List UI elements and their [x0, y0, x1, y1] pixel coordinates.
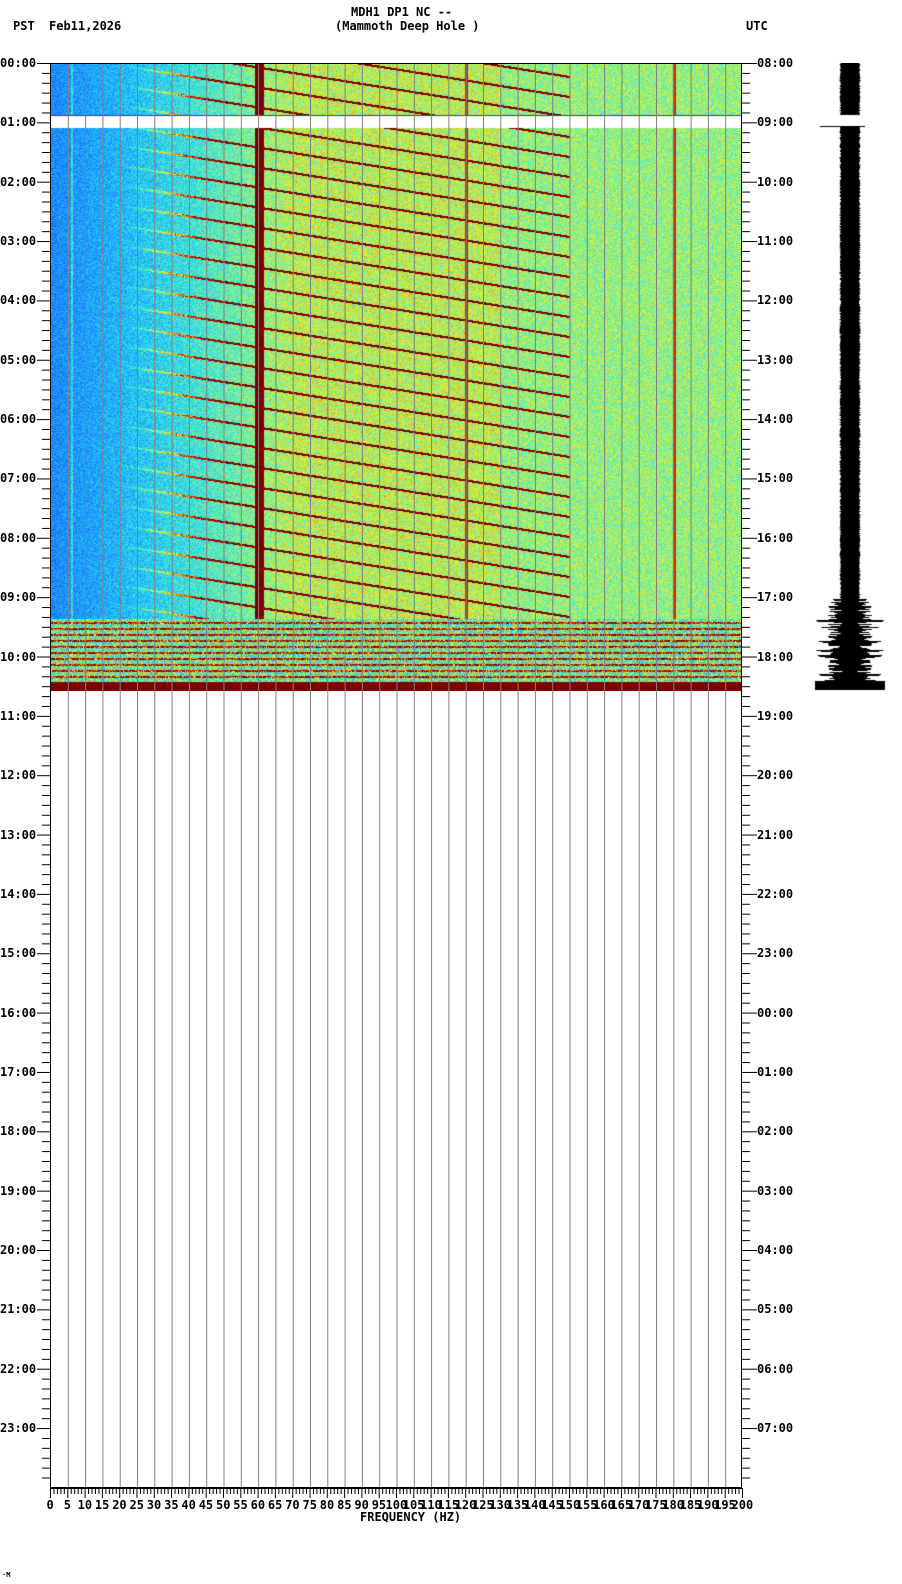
- frequency-tick-label: 170: [627, 1498, 650, 1512]
- utc-hour-label: 01:00: [757, 1064, 794, 1079]
- frequency-tick-label: 160: [593, 1498, 615, 1512]
- pst-hour-label: 22:00: [0, 1361, 37, 1376]
- frequency-tick-label: 100: [385, 1498, 408, 1512]
- frequency-tick-label: 200: [731, 1498, 754, 1512]
- frequency-tick-label: 115: [437, 1498, 460, 1512]
- frequency-tick-label: 40: [181, 1498, 196, 1512]
- frequency-tick-label: 20: [112, 1498, 127, 1512]
- frequency-tick-label: 80: [319, 1498, 335, 1512]
- pst-hour-label: 11:00: [0, 708, 37, 723]
- utc-hour-label: 22:00: [757, 886, 794, 901]
- pst-hour-label: 19:00: [0, 1183, 37, 1198]
- utc-hour-label: 23:00: [757, 946, 794, 961]
- utc-hour-label: 05:00: [757, 1302, 794, 1317]
- frequency-tick-label: 125: [472, 1498, 494, 1512]
- frequency-tick-label: 155: [575, 1498, 598, 1512]
- frequency-tick-label: 145: [541, 1498, 563, 1512]
- utc-hour-label: 10:00: [757, 174, 794, 189]
- frequency-tick-label: 65: [267, 1498, 283, 1512]
- frequency-tick-label: 0: [46, 1498, 54, 1512]
- pst-hour-label: 21:00: [0, 1302, 37, 1317]
- pst-hour-label: 00:00: [0, 56, 37, 70]
- frequency-tick-label: 70: [285, 1498, 300, 1512]
- frequency-tick-label: 45: [198, 1498, 214, 1512]
- utc-hour-label: 11:00: [757, 234, 794, 249]
- station-location: (Mammoth Deep Hole ): [335, 19, 480, 33]
- utc-hour-label: 04:00: [757, 1243, 794, 1257]
- utc-hour-label: 00:00: [757, 1005, 794, 1020]
- pst-hour-label: 16:00: [0, 1005, 37, 1020]
- frequency-tick-label: 10: [77, 1498, 93, 1512]
- pst-hour-label: 13:00: [0, 827, 37, 842]
- frequency-tick-label: 185: [679, 1498, 702, 1512]
- right-timezone-label: UTC: [746, 19, 768, 33]
- pst-hour-label: 09:00: [0, 590, 37, 605]
- frequency-tick-label: 75: [302, 1498, 317, 1512]
- utc-hour-label: 13:00: [757, 352, 794, 367]
- pst-hour-label: 08:00: [0, 530, 37, 545]
- utc-hour-label: 16:00: [757, 530, 794, 545]
- frequency-tick-label: 5: [63, 1498, 72, 1512]
- frequency-tick-label: 110: [420, 1498, 442, 1512]
- frequency-tick-label: 25: [129, 1498, 144, 1512]
- spectrogram-image: [51, 64, 741, 691]
- frequency-tick-label: 50: [216, 1498, 231, 1512]
- pst-hour-label: 12:00: [0, 768, 37, 783]
- utc-hour-label: 14:00: [757, 412, 794, 427]
- frequency-tick-label: 15: [94, 1498, 110, 1512]
- pst-hour-label: 02:00: [0, 174, 37, 189]
- pst-hour-label: 23:00: [0, 1421, 37, 1436]
- frequency-tick-label: 165: [610, 1498, 633, 1512]
- pst-hour-label: 03:00: [0, 234, 37, 249]
- frequency-tick-label: 30: [146, 1498, 162, 1512]
- frequency-tick-label: 95: [371, 1498, 387, 1512]
- frequency-tick-label: 55: [233, 1498, 248, 1512]
- frequency-tick-label: 35: [164, 1498, 179, 1512]
- utc-hour-label: 19:00: [757, 708, 794, 723]
- pst-hour-label: 07:00: [0, 471, 37, 486]
- frequency-tick-label: 195: [714, 1498, 736, 1512]
- frequency-tick-label: 180: [662, 1498, 684, 1512]
- frequency-tick-label: 150: [558, 1498, 581, 1512]
- frequency-tick-label: 60: [250, 1498, 266, 1512]
- footer-mark: ·M: [2, 1571, 11, 1579]
- frequency-tick-label: 140: [523, 1498, 546, 1512]
- pst-hour-label: 05:00: [0, 352, 37, 367]
- frequency-tick-label: 190: [696, 1498, 719, 1512]
- frequency-tick-label: 175: [645, 1498, 667, 1512]
- pst-hour-label: 04:00: [0, 293, 37, 308]
- pst-hour-label: 17:00: [0, 1064, 37, 1079]
- left-timezone-label: PST: [13, 19, 35, 33]
- utc-hour-label: 08:00: [757, 56, 794, 70]
- pst-hour-label: 20:00: [0, 1243, 37, 1257]
- frequency-tick-label: 130: [489, 1498, 511, 1512]
- utc-hour-label: 17:00: [757, 590, 794, 605]
- frequency-tick-label: 135: [506, 1498, 529, 1512]
- date-label: Feb11,2026: [49, 19, 122, 33]
- frequency-tick-label: 85: [337, 1498, 352, 1512]
- frequency-tick-label: 105: [402, 1498, 425, 1512]
- frequency-tick-label: 120: [454, 1498, 477, 1512]
- utc-hour-label: 21:00: [757, 827, 794, 842]
- utc-hour-label: 03:00: [757, 1183, 794, 1198]
- pst-hour-label: 10:00: [0, 649, 37, 664]
- utc-hour-label: 09:00: [757, 115, 794, 130]
- frequency-tick-label: 90: [354, 1498, 369, 1512]
- utc-hour-label: 15:00: [757, 471, 794, 486]
- pst-hour-label: 06:00: [0, 412, 37, 427]
- utc-hour-label: 18:00: [757, 649, 794, 664]
- pst-hour-label: 15:00: [0, 946, 37, 961]
- seismogram-trace: [810, 63, 890, 693]
- utc-hour-label: 20:00: [757, 768, 794, 783]
- pst-hour-label: 18:00: [0, 1124, 37, 1139]
- pst-hour-label: 01:00: [0, 115, 37, 130]
- utc-hour-label: 07:00: [757, 1421, 794, 1436]
- pst-hour-label: 14:00: [0, 886, 37, 901]
- station-title: MDH1 DP1 NC --: [351, 5, 453, 19]
- utc-hour-label: 12:00: [757, 293, 794, 308]
- utc-hour-label: 02:00: [757, 1124, 794, 1139]
- spectrogram-plot: [50, 63, 742, 1488]
- x-axis-title: FREQUENCY (HZ): [360, 1510, 462, 1524]
- utc-hour-label: 06:00: [757, 1361, 794, 1376]
